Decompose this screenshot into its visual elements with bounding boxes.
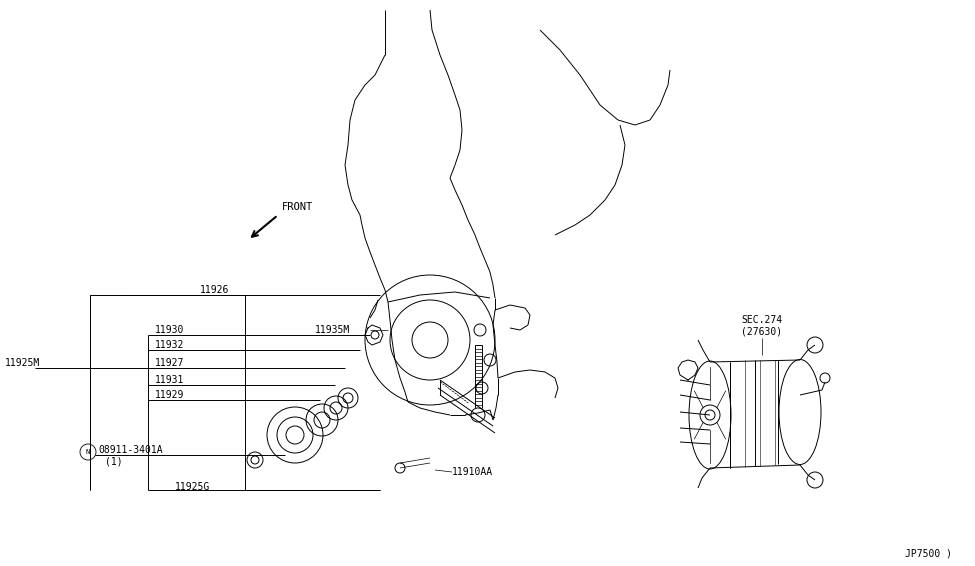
Text: (27630): (27630) [741,327,783,337]
Text: 11932: 11932 [155,340,184,350]
Text: 11926: 11926 [200,285,229,295]
Text: N: N [86,449,90,455]
Text: 08911-3401A: 08911-3401A [98,445,163,455]
Text: JP7500 ): JP7500 ) [905,548,952,558]
Text: 11925M: 11925M [5,358,40,368]
Text: 11930: 11930 [155,325,184,335]
Text: 11910AA: 11910AA [452,467,493,477]
Text: (1): (1) [105,457,123,467]
Text: 11931: 11931 [155,375,184,385]
Text: 11935M: 11935M [315,325,350,335]
Text: 11927: 11927 [155,358,184,368]
Text: 11929: 11929 [155,390,184,400]
Text: SEC.274: SEC.274 [741,315,783,325]
Text: 11925G: 11925G [175,482,211,492]
Text: FRONT: FRONT [282,202,313,212]
